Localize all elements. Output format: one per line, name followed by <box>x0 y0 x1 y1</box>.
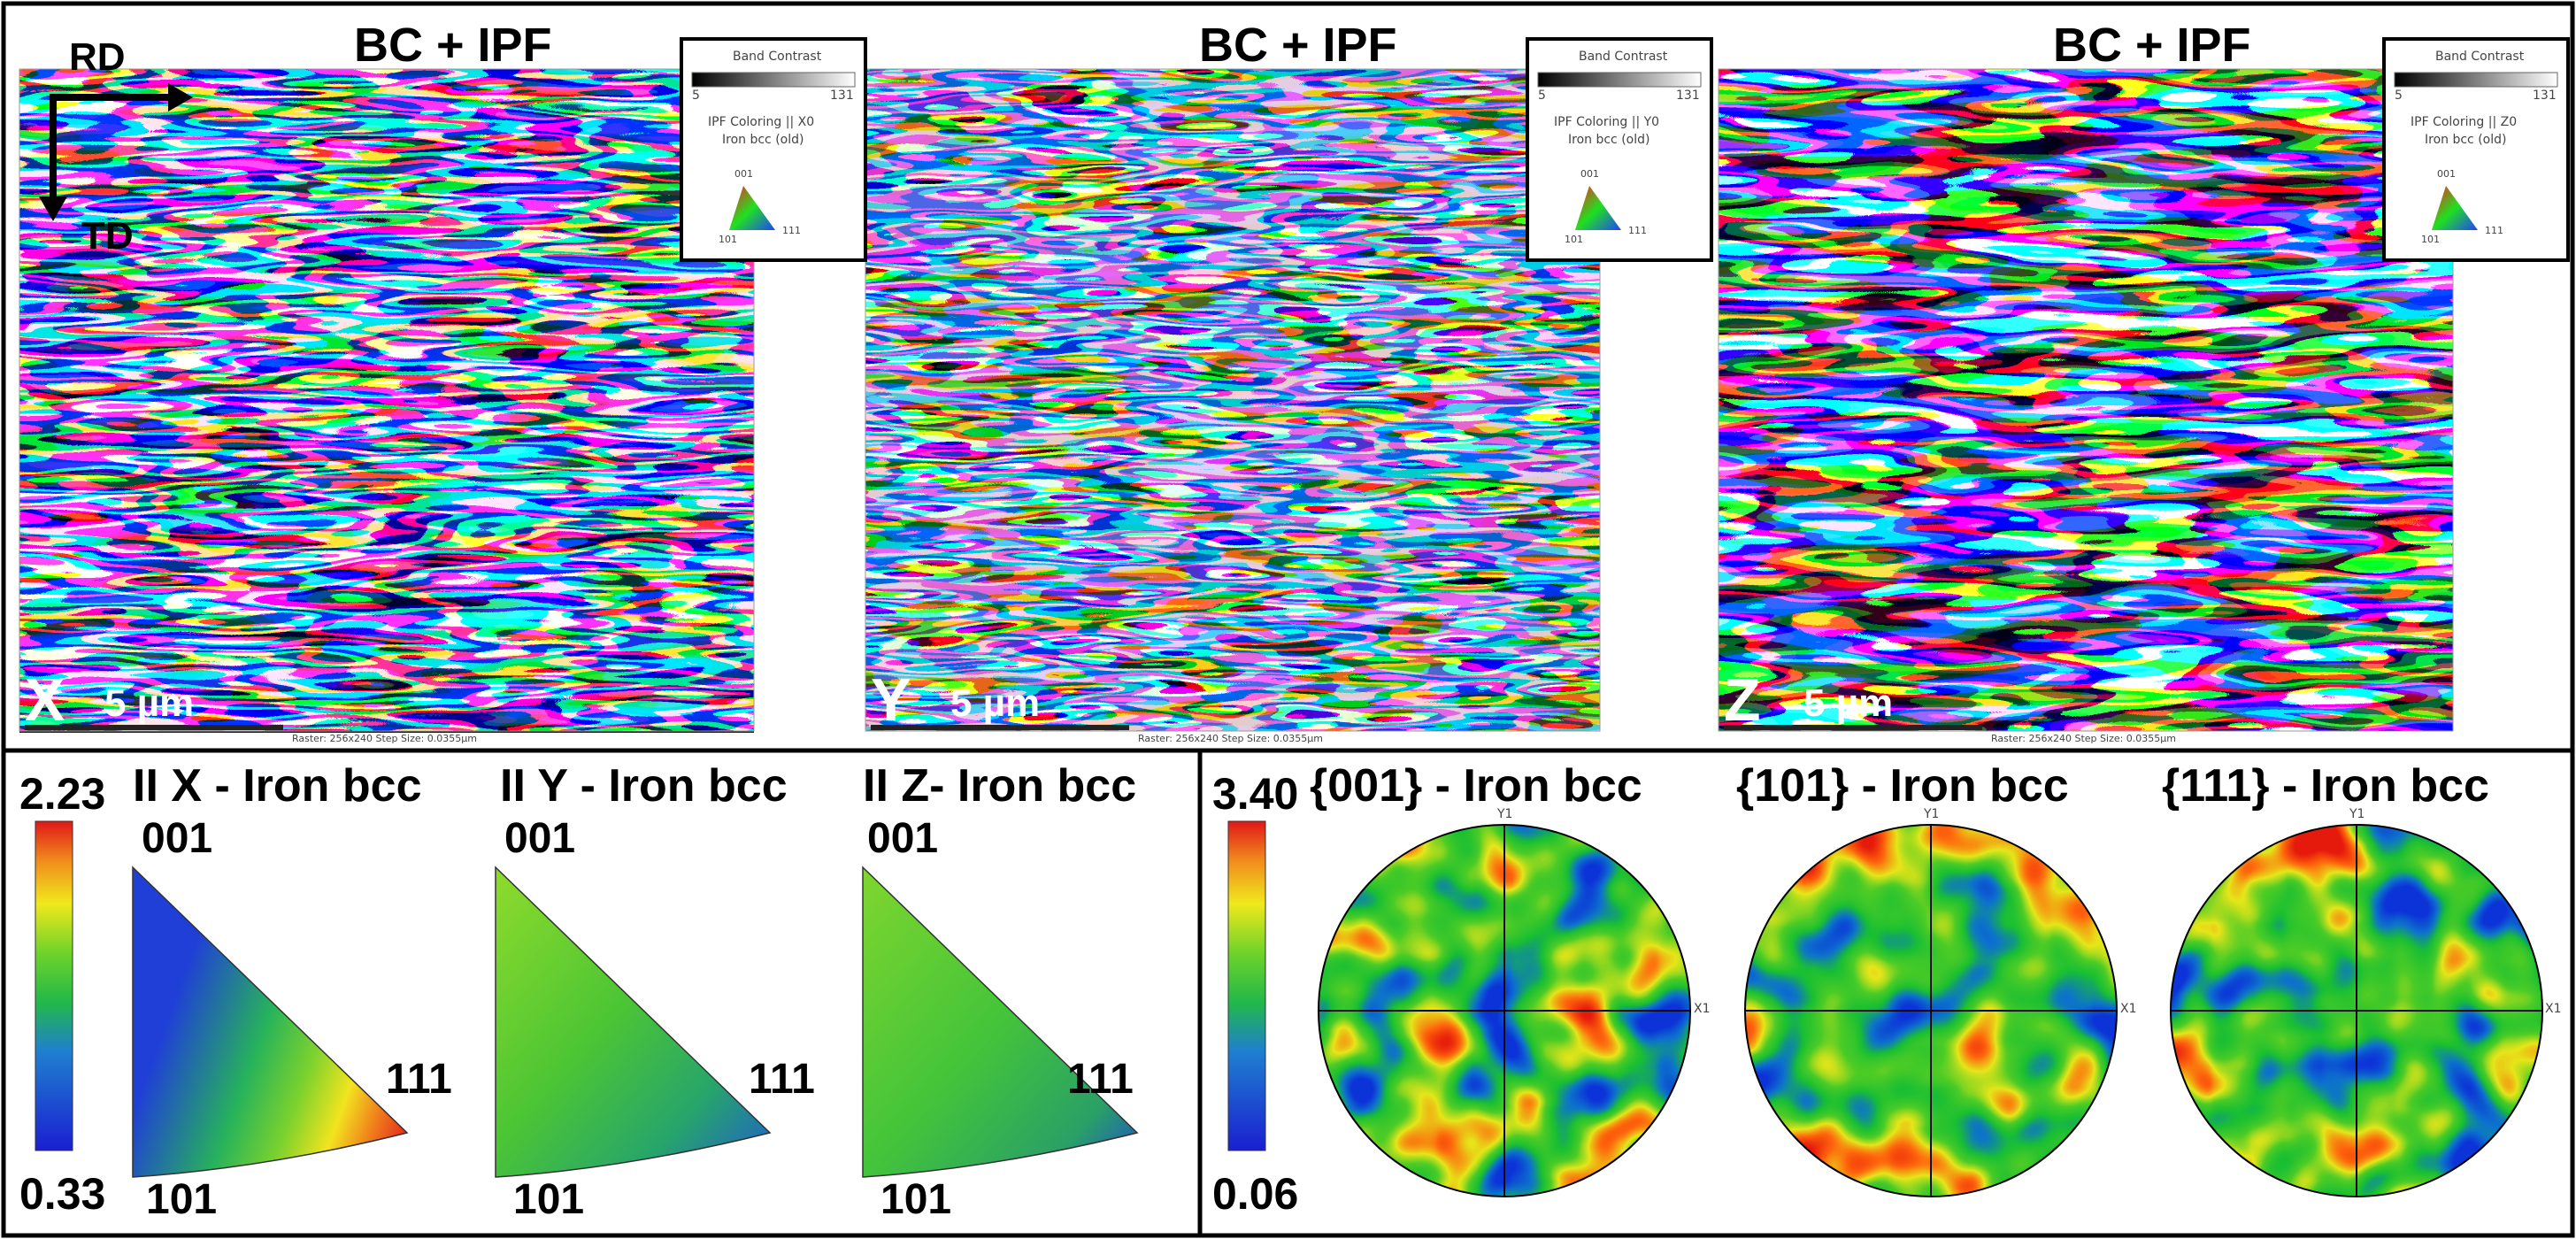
legend-101-x: 101 <box>719 234 737 245</box>
legend-bcmax-y: 131 <box>1676 88 1700 103</box>
legend-phase-x: Iron bcc (old) <box>722 133 804 147</box>
pf-111-y1: Y1 <box>2349 807 2365 821</box>
legend-001-x: 001 <box>734 168 753 180</box>
corner-label-x: X <box>25 666 65 734</box>
ipf-y-001: 001 <box>504 815 576 862</box>
legend-bcmin-y: 5 <box>1538 88 1546 103</box>
pf-001-x1: X1 <box>1694 1002 1711 1016</box>
ipf-z-101: 101 <box>880 1176 952 1223</box>
legend-bcmin-x: 5 <box>692 88 700 103</box>
legend-box-y <box>1526 37 1713 262</box>
ebsd-map-x <box>19 68 755 733</box>
ebsd-map-y <box>865 68 1601 732</box>
ipf-triangle-z <box>862 866 1139 1178</box>
td-arrow-icon <box>39 196 67 221</box>
legend-box-x <box>680 37 867 262</box>
ebsd-map-z <box>1718 68 2454 732</box>
legend-111-y: 111 <box>1628 225 1647 236</box>
td-label: TD <box>81 214 134 258</box>
legend-ipf-x: IPF Coloring || X0 <box>708 115 815 129</box>
panel-title-y: BC + IPF <box>1199 19 1397 72</box>
rd-td-axes <box>39 83 193 221</box>
legend-111-z: 111 <box>2485 225 2503 236</box>
scale-text-y: 5 µm <box>950 681 1041 725</box>
ipf-title-x: II X - Iron bcc <box>133 760 422 812</box>
corner-label-z: Z <box>1724 666 1761 734</box>
legend-111-x: 111 <box>782 225 801 236</box>
legend-101-z: 101 <box>2421 234 2440 245</box>
pole-figure-101 <box>1744 824 2118 1197</box>
rd-label: RD <box>69 35 126 79</box>
ipf-title-z: II Z- Iron bcc <box>863 760 1137 812</box>
ipf-x-111: 111 <box>386 1056 452 1103</box>
scale-text-z: 5 µm <box>1803 681 1894 725</box>
ipf-scale-max: 2.23 <box>19 769 106 819</box>
ipf-colorbar <box>35 820 73 1151</box>
legend-heading-x: Band Contrast <box>733 50 822 64</box>
ipf-z-001: 001 <box>867 815 939 862</box>
legend-001-z: 001 <box>2437 168 2456 180</box>
panel-title-z: BC + IPF <box>2053 19 2251 72</box>
ipf-y-111: 111 <box>749 1056 815 1103</box>
ipf-x-001: 001 <box>142 815 213 862</box>
legend-box-z <box>2382 37 2570 262</box>
status-text-y: Raster: 256x240 Step Size: 0.0355µm <box>1138 733 1324 744</box>
legend-heading-z: Band Contrast <box>2435 50 2525 64</box>
legend-bcmin-z: 5 <box>2395 88 2403 103</box>
scale-text-x: 5 µm <box>104 681 195 725</box>
status-text-x: Raster: 256x240 Step Size: 0.0355µm <box>292 733 478 744</box>
pf-scale-min: 0.06 <box>1212 1169 1299 1219</box>
ipf-triangle-y <box>495 866 772 1178</box>
legend-phase-y: Iron bcc (old) <box>1568 133 1650 147</box>
rd-arrow-icon <box>168 83 193 112</box>
pf-title-001: {001} - Iron bcc <box>1310 760 1642 812</box>
legend-ipf-y: IPF Coloring || Y0 <box>1554 115 1660 129</box>
ipf-scale-min: 0.33 <box>19 1169 106 1219</box>
legend-heading-y: Band Contrast <box>1579 50 1668 64</box>
legend-101-y: 101 <box>1565 234 1583 245</box>
pf-colorbar <box>1227 820 1266 1151</box>
pf-title-101: {101} - Iron bcc <box>1736 760 2069 812</box>
pf-001-y1: Y1 <box>1497 807 1513 821</box>
ipf-key-triangle-x <box>729 186 775 230</box>
ipf-triangle-x <box>132 866 409 1178</box>
ipf-y-101: 101 <box>513 1176 585 1223</box>
pole-figure-111 <box>2170 824 2543 1197</box>
corner-label-y: Y <box>871 666 911 734</box>
ipf-key-triangle-y <box>1575 186 1621 230</box>
status-text-z: Raster: 256x240 Step Size: 0.0355µm <box>1991 733 2177 744</box>
legend-phase-z: Iron bcc (old) <box>2425 133 2507 147</box>
pole-figure-001 <box>1318 824 1691 1197</box>
pf-101-x1: X1 <box>2120 1002 2137 1016</box>
ipf-x-101: 101 <box>146 1176 218 1223</box>
legend-001-y: 001 <box>1580 168 1599 180</box>
legend-bcmax-z: 131 <box>2533 88 2557 103</box>
ipf-title-y: II Y - Iron bcc <box>500 760 788 812</box>
legend-ipf-z: IPF Coloring || Z0 <box>2411 115 2518 129</box>
pf-101-y1: Y1 <box>1924 807 1940 821</box>
ipf-z-111: 111 <box>1067 1056 1134 1103</box>
pf-111-x1: X1 <box>2545 1002 2562 1016</box>
panel-title-x: BC + IPF <box>354 19 552 72</box>
ipf-key-triangle-z <box>2432 186 2478 230</box>
pf-title-111: {111} - Iron bcc <box>2162 760 2489 812</box>
pf-scale-max: 3.40 <box>1212 769 1299 819</box>
legend-bcmax-x: 131 <box>830 88 854 103</box>
